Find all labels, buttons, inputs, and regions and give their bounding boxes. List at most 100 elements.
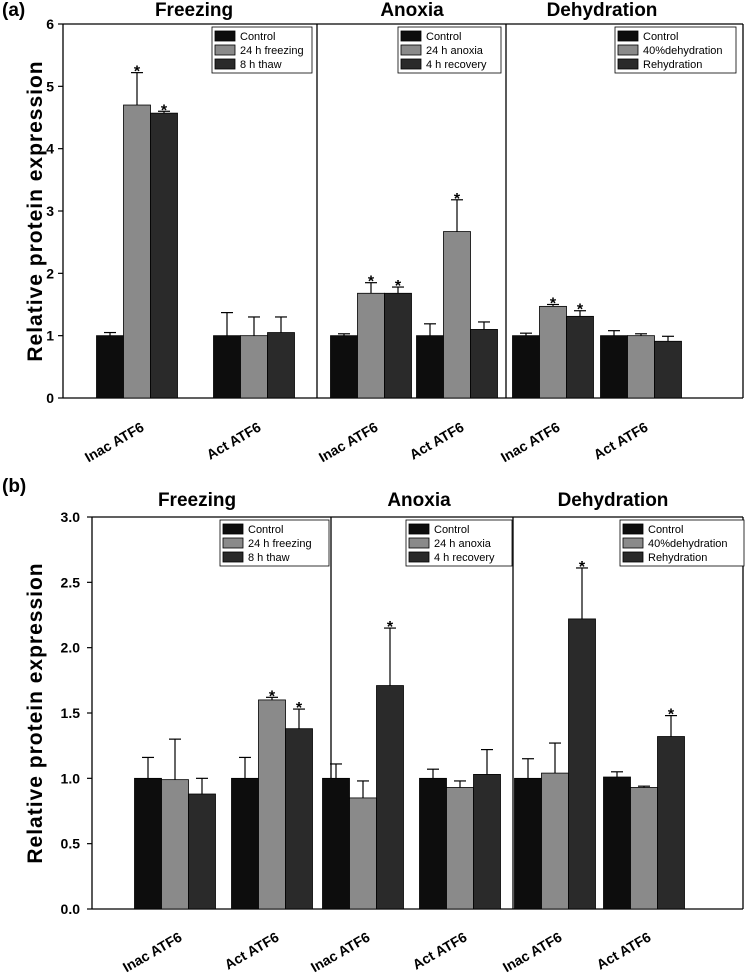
bar: [240, 335, 268, 399]
significance-star: *: [454, 191, 461, 208]
bar: [357, 292, 385, 399]
bar: [231, 777, 259, 910]
y-tick-label: 4: [46, 141, 54, 157]
significance-star: *: [134, 64, 141, 81]
bar: [566, 315, 594, 399]
legend-swatch: [222, 551, 244, 563]
legend-swatch: [222, 523, 244, 535]
legend-swatch: [214, 30, 236, 42]
legend-swatch: [622, 523, 644, 535]
legend-label: Control: [643, 31, 678, 43]
legend-swatch: [400, 44, 422, 56]
legend-label: 40%dehydration: [643, 45, 723, 57]
significance-star: *: [550, 296, 557, 313]
bar: [541, 772, 569, 910]
group-freezing: Freezing * * Inac ATF6 Act ATF6 Control 24 h f…: [82, 0, 313, 466]
panel-label: (a): [2, 0, 25, 21]
legend-label: 24 h freezing: [240, 45, 304, 57]
legend-label: Rehydration: [643, 59, 702, 71]
x-tick-label: Inac ATF6: [498, 419, 563, 466]
group-anoxia: Anoxia * * Inac ATF6 * Act ATF6 Control 24 h an…: [316, 0, 502, 466]
legend-swatch: [617, 30, 639, 42]
y-tick-label: 2.5: [61, 574, 81, 590]
group-freezing: Freezing Inac ATF6 * * Act ATF6 Control 24 h f…: [120, 490, 330, 976]
group-anoxia: Anoxia * Inac ATF6 Act ATF6 Control 24 h anox…: [308, 490, 513, 975]
significance-star: *: [579, 559, 586, 576]
group-title: Freezing: [155, 0, 233, 21]
bar: [627, 335, 655, 399]
group-title: Freezing: [158, 490, 236, 511]
bar: [630, 787, 658, 910]
significance-star: *: [269, 688, 276, 705]
legend-swatch: [617, 58, 639, 70]
y-tick-label: 3.0: [61, 509, 81, 525]
y-tick-label: 0.0: [61, 901, 81, 917]
bar: [376, 685, 404, 910]
bar: [512, 335, 540, 399]
y-tick-label: 0: [46, 390, 54, 406]
bar: [322, 777, 350, 910]
y-tick-label: 0.5: [61, 836, 81, 852]
y-tick-label: 5: [46, 78, 54, 94]
x-tick-label: Inac ATF6: [500, 929, 565, 976]
panel-label: (b): [2, 476, 26, 497]
legend-label: 4 h recovery: [434, 552, 495, 564]
bar: [267, 332, 295, 399]
panel-a: (a) Relative protein expression 0 1 2 3 4 5 6 Fre…: [2, 0, 744, 466]
bar: [96, 335, 124, 399]
y-tick-label: 3: [46, 203, 54, 219]
y-tick-label: 1: [46, 328, 54, 344]
legend-swatch: [222, 537, 244, 549]
x-tick-label: Act ATF6: [410, 929, 470, 973]
bar: [285, 728, 313, 910]
bar: [539, 305, 567, 399]
x-tick-label: Act ATF6: [204, 419, 264, 463]
bar: [213, 335, 241, 399]
legend-swatch: [408, 523, 430, 535]
legend-label: Control: [240, 31, 275, 43]
legend-label: 4 h recovery: [426, 59, 487, 71]
bar: [470, 329, 498, 399]
bar: [416, 335, 444, 399]
group-title: Anoxia: [387, 490, 451, 511]
bar: [514, 777, 542, 910]
y-axis-label: Relative protein expression: [24, 562, 47, 863]
group-dehydration: Dehydration * * Inac ATF6 Act ATF6 Control 40%…: [498, 0, 737, 466]
legend-swatch: [622, 537, 644, 549]
significance-star: *: [668, 707, 675, 724]
significance-star: *: [395, 278, 402, 295]
x-tick-label: Act ATF6: [591, 419, 651, 463]
legend-label: 8 h thaw: [240, 59, 282, 71]
x-tick-label: Inac ATF6: [316, 419, 381, 466]
legend-label: Control: [434, 524, 469, 536]
bar: [258, 699, 286, 910]
legend-swatch: [408, 537, 430, 549]
legend-swatch: [622, 551, 644, 563]
legend-swatch: [400, 58, 422, 70]
legend-swatch: [617, 44, 639, 56]
legend-label: 8 h thaw: [248, 552, 290, 564]
bar: [188, 793, 216, 910]
legend-swatch: [214, 58, 236, 70]
x-tick-label: Inac ATF6: [82, 419, 147, 466]
group-dehydration: Dehydration * Inac ATF6 * Act ATF6 Control 40%…: [500, 490, 745, 976]
bar: [600, 335, 628, 399]
bar: [134, 777, 162, 910]
x-tick-label: Inac ATF6: [120, 929, 185, 976]
panel-b: (b) Relative protein expression 0.0 0.5 1.0 1…: [2, 476, 745, 976]
x-tick-label: Act ATF6: [407, 419, 467, 463]
group-title: Dehydration: [558, 490, 669, 511]
y-tick-label: 2.0: [61, 640, 81, 656]
bar: [330, 335, 358, 399]
legend-label: 24 h anoxia: [434, 538, 492, 550]
legend-label: Control: [648, 524, 683, 536]
y-axis-label: Relative protein expression: [24, 60, 47, 361]
significance-star: *: [368, 274, 375, 291]
significance-star: *: [387, 619, 394, 636]
bar: [657, 736, 685, 910]
y-tick-label: 1.0: [61, 770, 81, 786]
legend-label: Control: [426, 31, 461, 43]
bar: [161, 779, 189, 910]
legend-label: Rehydration: [648, 552, 707, 564]
